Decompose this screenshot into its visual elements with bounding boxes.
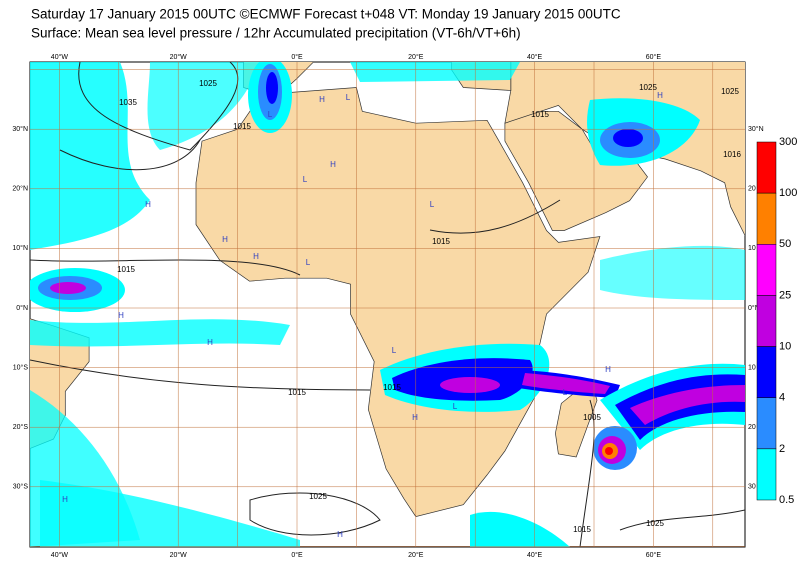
graticule [30,62,745,547]
legend-label: 4 [779,392,785,404]
lon-label: 0°E [291,551,303,559]
legend-swatch [756,192,777,245]
lon-label: 20°E [408,53,424,61]
isobar-label: 1025 [639,83,657,92]
lat-label: 30 [748,484,756,491]
legend-swatch [756,346,777,398]
pressure-centre: H [657,91,663,100]
pressure-centre: L [430,200,435,209]
isobar-label: 1015 [573,525,591,534]
isobar-label: 1015 [117,265,135,274]
isobar-label: 1015 [383,383,401,392]
lat-label: 20 [748,424,756,431]
lat-label: 30°N [748,125,764,133]
pressure-centre: L [392,346,397,355]
pressure-centre: H [207,338,213,347]
lat-label: 20°S [13,423,29,431]
pressure-centre: L [303,175,308,184]
lon-label: 40°W [51,551,69,559]
lon-label: 0°E [291,53,303,61]
pressure-centre: L [306,258,311,267]
pressure-centre: L [453,402,458,411]
pressure-centre: H [145,200,151,209]
legend-label: 2 [779,443,785,455]
isobar-label: 1025 [721,87,739,96]
pressure-centre: H [330,160,336,169]
pressure-centre: L [268,110,273,119]
pressure-centre: H [253,252,259,261]
lon-label: 40°E [527,551,543,559]
title: Saturday 17 January 2015 00UTC ©ECMWF Fo… [31,7,621,22]
lat-label: 10°N [12,244,28,252]
lon-label: 20°E [408,551,424,559]
isobar-label: 1005 [583,413,601,422]
precipitation [30,62,745,547]
legend-label: 300 [779,136,797,148]
lon-label: 40°E [527,53,543,61]
lat-label: 0°N [748,304,760,312]
legend: 300 100 50 25 10 4 2 0.5 [756,136,797,506]
legend-label: 100 [779,187,797,199]
lat-label: 30°S [13,483,29,491]
lat-label: 20 [748,186,756,193]
lat-label: 0°N [16,304,28,312]
isobar-label: 1015 [531,110,549,119]
pressure-centre: H [62,495,68,504]
lat-label: 10 [748,364,756,371]
lon-label: 20°W [170,551,188,559]
legend-swatch [756,448,777,501]
isobar-label: 1025 [646,519,664,528]
labels: 40°W 40°W 20°W 20°W 0°E 0°E 20°E 20°E 40°E 40°E 60… [12,53,763,559]
pressure-centre: L [346,93,351,102]
isobar-label: 1015 [233,122,251,131]
isobar-label: 1015 [432,237,450,246]
pressure-centre: H [222,235,228,244]
lon-label: 20°W [170,53,188,61]
lon-label: 60°E [646,53,662,61]
pressure-centre: H [118,311,124,320]
lon-label: 40°W [51,53,69,61]
legend-swatch [756,244,777,296]
isobar-label: 1015 [288,388,306,397]
legend-label: 25 [779,289,791,301]
legend-swatch [756,141,777,194]
legend-label: 0.5 [779,494,794,506]
legend-swatch [756,397,777,450]
pressure-centre: H [337,530,343,539]
lon-label: 60°E [646,551,662,559]
isobar-label: 1016 [723,150,741,159]
isobar-label: 1035 [119,98,137,107]
legend-label: 50 [779,238,791,250]
isobar-label: 1025 [199,79,217,88]
legend-swatch [756,295,777,347]
lat-label: 30°N [12,125,28,133]
lat-label: 10°S [13,363,29,371]
legend-label: 10 [779,340,791,352]
isobar-label: 1025 [309,492,327,501]
isobars [30,62,745,547]
lat-label: 10 [748,245,756,252]
pressure-centre: H [412,413,418,422]
pressure-centre: H [605,365,611,374]
lat-label: 20°N [12,185,28,193]
pressure-centre: L [563,388,568,397]
subtitle: Surface: Mean sea level pressure / 12hr … [31,26,521,41]
pressure-centre: H [319,95,325,104]
landmass [555,378,598,458]
